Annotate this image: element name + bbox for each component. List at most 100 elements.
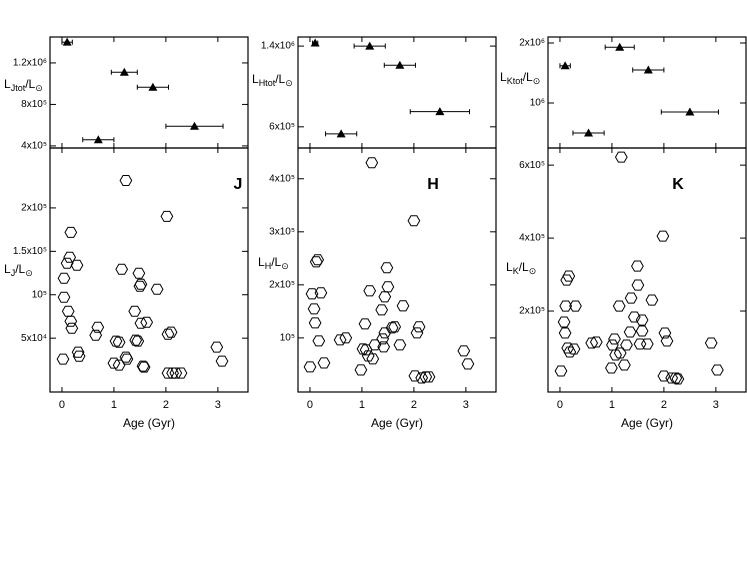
hexagon-marker	[128, 305, 142, 317]
hexagon-marker	[61, 305, 75, 317]
hexagon-marker	[354, 364, 368, 376]
hexagon-marker	[605, 362, 618, 374]
x-tick-label: 3	[215, 399, 221, 411]
hexagon-marker	[378, 291, 392, 303]
y-axis-label-part: /L	[275, 72, 285, 86]
hexagon-marker	[415, 372, 429, 384]
plot-frame	[297, 36, 497, 149]
hexagon-marker	[381, 281, 395, 293]
hexagon-marker	[339, 332, 353, 344]
y-axis-label-sub: ⊙	[529, 266, 537, 276]
hexagon-marker	[366, 353, 380, 365]
hexagon-marker	[669, 372, 683, 384]
y-axis-label: LJ/L⊙	[4, 262, 33, 278]
x-tick-label: 1	[359, 399, 365, 411]
y-axis-label-sub: K	[513, 266, 519, 276]
hexagon-marker	[314, 287, 328, 299]
plot-frame	[49, 147, 249, 393]
triangle-marker	[119, 67, 129, 76]
y-axis-label-sub: J	[11, 268, 16, 278]
triangle-marker	[584, 128, 594, 137]
y-tick-label: 6x10⁵	[519, 160, 545, 171]
y-axis-label-part: /L	[519, 260, 529, 274]
y-axis-label-sub: Jtot	[11, 83, 26, 93]
plot-frame	[49, 36, 249, 149]
hexagon-marker	[160, 210, 174, 222]
hexagon-marker	[131, 335, 145, 347]
hexagon-marker	[631, 260, 644, 272]
hexagon-marker	[563, 346, 577, 358]
y-tick-label: 2x10⁵	[269, 279, 295, 290]
hexagon-marker	[623, 326, 637, 338]
y-axis-label: LHtot/L⊙	[252, 72, 293, 88]
hexagon-marker	[557, 316, 571, 328]
y-tick-label: 10⁵	[32, 289, 47, 300]
hexagon-marker	[309, 256, 323, 268]
triangle-marker	[560, 61, 570, 70]
x-axis-label: Age (Gyr)	[371, 416, 423, 430]
hexagon-marker	[137, 361, 151, 373]
triangle-marker	[310, 38, 320, 47]
plot-frame	[547, 147, 747, 393]
hexagon-marker	[174, 367, 188, 379]
hexagon-marker	[363, 285, 377, 297]
hexagon-marker	[311, 254, 325, 266]
hexagon-marker	[559, 300, 573, 312]
x-tick-label: 1	[111, 399, 117, 411]
hexagon-marker	[112, 336, 126, 348]
y-tick-label: 1.5x10⁵	[13, 246, 47, 257]
y-axis-label: LKtot/L⊙	[500, 70, 540, 86]
panel-letter: K	[672, 176, 684, 193]
hexagon-marker	[361, 350, 375, 362]
y-axis-label-part: L	[252, 72, 259, 86]
hexagon-marker	[308, 317, 322, 329]
y-tick-label: 4x10⁵	[519, 233, 545, 244]
hexagon-marker	[635, 325, 649, 337]
hexagon-marker	[89, 329, 103, 341]
y-tick-label: 10⁵	[280, 333, 295, 344]
hexagon-marker	[129, 334, 143, 346]
hexagon-marker	[109, 335, 123, 347]
hexagon-marker	[215, 355, 229, 367]
hexagon-marker	[645, 294, 659, 306]
hexagon-marker	[134, 317, 148, 329]
x-tick-label: 3	[713, 399, 719, 411]
x-tick-label: 0	[557, 399, 563, 411]
hexagon-marker	[554, 365, 568, 377]
hexagon-marker	[609, 349, 622, 361]
y-axis-label-sub: ⊙	[285, 78, 293, 88]
hexagon-marker	[164, 326, 178, 338]
hexagon-marker	[64, 226, 78, 238]
hexagon-marker	[461, 358, 475, 370]
hexagon-marker	[585, 337, 599, 349]
hexagon-marker	[658, 327, 672, 339]
hexagon-marker	[660, 335, 674, 347]
y-axis-label-part: L	[4, 77, 11, 91]
y-tick-label: 8x10⁵	[21, 99, 47, 110]
y-axis-label: LJtot/L⊙	[4, 77, 43, 93]
hexagon-marker	[136, 360, 150, 372]
hexagon-marker	[631, 279, 645, 291]
y-tick-label: 2x10⁵	[519, 306, 545, 317]
hexagon-marker	[312, 335, 326, 347]
y-axis-label-part: L	[258, 255, 265, 269]
hexagon-marker	[457, 345, 471, 357]
hexagon-marker	[567, 343, 581, 355]
y-tick-label: 5x10⁴	[21, 333, 47, 344]
plot-frame	[547, 36, 747, 149]
plot-frame	[297, 147, 497, 393]
y-axis-label-part: /L	[25, 77, 35, 91]
y-tick-label: 4x10⁵	[269, 173, 295, 184]
hexagon-marker	[70, 259, 84, 271]
triangle-marker	[395, 60, 405, 69]
hexagon-marker	[356, 343, 370, 355]
hexagon-marker	[57, 272, 71, 284]
hexagon-marker	[72, 350, 86, 362]
hexagon-marker	[119, 175, 133, 186]
triangle-marker	[62, 37, 72, 46]
hexagon-marker	[150, 283, 164, 295]
y-tick-label: 2x10⁶	[519, 38, 545, 49]
hexagon-marker	[307, 303, 321, 315]
hexagon-marker	[613, 347, 627, 359]
